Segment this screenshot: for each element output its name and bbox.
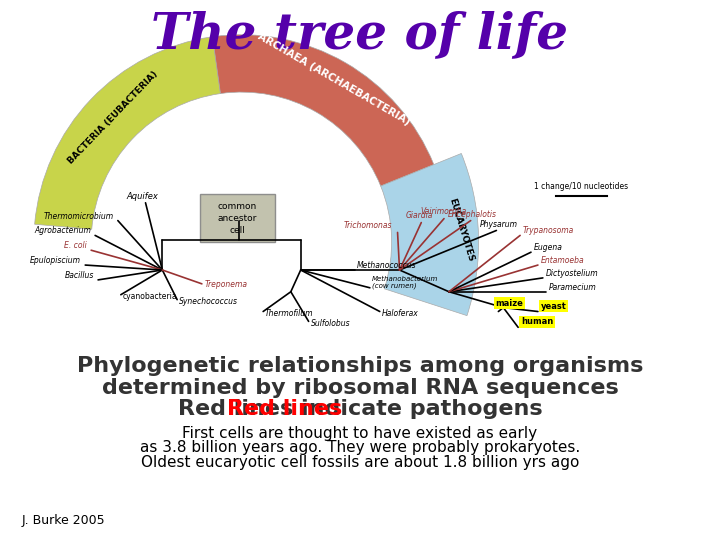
Text: Trichomonas: Trichomonas [344,220,392,230]
Text: common
ancestor
cell: common ancestor cell [217,202,257,235]
Text: E. coli: E. coli [65,241,87,250]
Text: EUCARYOTES: EUCARYOTES [446,198,474,264]
Text: as 3.8 billion years ago. They were probably prokaryotes.: as 3.8 billion years ago. They were prob… [140,441,580,455]
Text: Dictyostelium: Dictyostelium [546,269,598,278]
Text: 1 change/10 nucleotides: 1 change/10 nucleotides [534,182,629,191]
Wedge shape [35,37,220,230]
Text: Thermofilum: Thermofilum [265,309,314,319]
Text: maize: maize [495,299,523,308]
Text: Epulopiscium: Epulopiscium [30,256,81,265]
Text: Trypanosoma: Trypanosoma [523,226,575,235]
Text: Oldest eucaryotic cell fossils are about 1.8 billion yrs ago: Oldest eucaryotic cell fossils are about… [141,455,579,470]
Text: Treponema: Treponema [204,280,248,289]
Text: Red lines indicate pathogens: Red lines indicate pathogens [178,400,542,420]
Text: Haloferax: Haloferax [382,309,418,319]
FancyBboxPatch shape [200,194,275,242]
Text: Methanobacterium
(cow rumen): Methanobacterium (cow rumen) [372,276,438,289]
Text: Encephalotis: Encephalotis [448,210,498,219]
Text: Thermomicrobium: Thermomicrobium [44,212,114,221]
Text: Physarum: Physarum [480,220,518,228]
Text: Aquifex: Aquifex [127,192,158,201]
Text: Eugena: Eugena [534,243,563,252]
Wedge shape [381,153,479,315]
Text: ARCHAEA (ARCHAEBACTERIA): ARCHAEA (ARCHAEBACTERIA) [256,32,412,127]
Text: Synechococcus: Synechococcus [179,296,238,306]
Wedge shape [212,35,434,186]
Text: The tree of life: The tree of life [151,10,569,59]
Text: Agrobacterium: Agrobacterium [35,226,91,235]
Text: J. Burke 2005: J. Burke 2005 [22,514,106,527]
Text: Sulfolobus: Sulfolobus [310,319,350,328]
Text: Red lines: Red lines [228,400,343,420]
Text: Giardia: Giardia [405,211,433,220]
Text: Vairimorpha: Vairimorpha [421,207,467,215]
Text: Paramecium: Paramecium [549,283,597,292]
Text: BACTERIA (EUBACTERIA): BACTERIA (EUBACTERIA) [66,70,159,166]
Text: Methanococcus: Methanococcus [357,261,417,270]
Text: yeast: yeast [541,301,567,310]
Text: First cells are thought to have existed as early: First cells are thought to have existed … [182,426,538,441]
Text: Phylogenetic relationships among organisms: Phylogenetic relationships among organis… [77,356,643,376]
Text: cyanobacteria: cyanobacteria [123,292,177,301]
Text: determined by ribosomal RNA sequences: determined by ribosomal RNA sequences [102,377,618,397]
Text: Bacillus: Bacillus [65,271,94,280]
Text: human: human [521,318,554,326]
Text: Entamoeba: Entamoeba [541,256,585,265]
